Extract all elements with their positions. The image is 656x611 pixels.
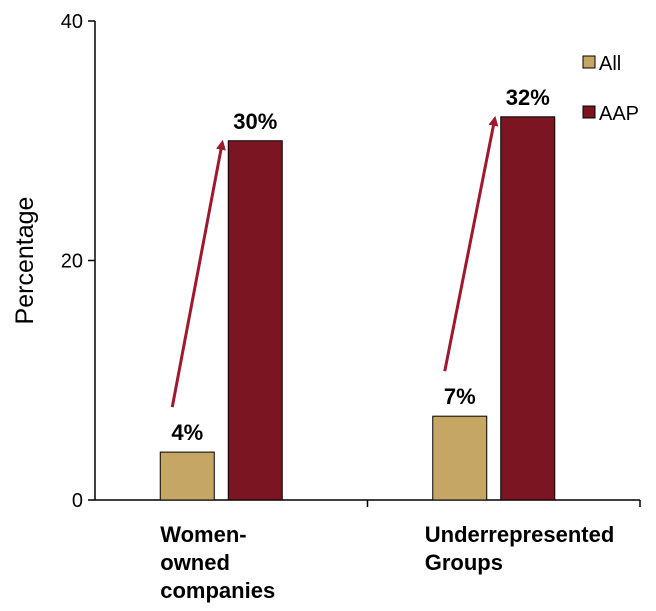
chart-arrows — [170, 115, 499, 408]
legend-label: All — [599, 53, 621, 75]
data-label: 30% — [233, 109, 277, 134]
x-category-label: Women- — [160, 522, 246, 547]
bar-aap — [227, 140, 283, 501]
data-label: 4% — [171, 420, 203, 445]
growth-arrow — [170, 139, 226, 408]
growth-arrow — [443, 115, 499, 372]
x-category-label: Groups — [425, 550, 503, 575]
legend-swatch-aap — [582, 105, 596, 119]
bar-all — [159, 451, 215, 501]
data-label: 7% — [444, 384, 476, 409]
data-label: 32% — [506, 85, 550, 110]
y-tick-label: 0 — [72, 490, 83, 512]
bar-aap — [500, 116, 556, 501]
y-axis-label: Percentage — [11, 197, 39, 325]
y-tick-label: 20 — [61, 251, 83, 273]
legend-swatch-all — [582, 55, 596, 69]
y-tick-label: 40 — [61, 11, 83, 33]
x-category-label: companies — [160, 578, 275, 603]
bar-all — [432, 415, 488, 501]
chart-legend: All AAP — [582, 53, 639, 125]
legend-label: AAP — [599, 103, 639, 125]
chart-bars — [159, 116, 556, 501]
x-category-label: owned — [160, 550, 230, 575]
chart-labels: 4% 30% Women-owned companies 7% 32% Underrepre… — [160, 85, 614, 603]
x-category-label: Underrepresented — [425, 522, 615, 547]
